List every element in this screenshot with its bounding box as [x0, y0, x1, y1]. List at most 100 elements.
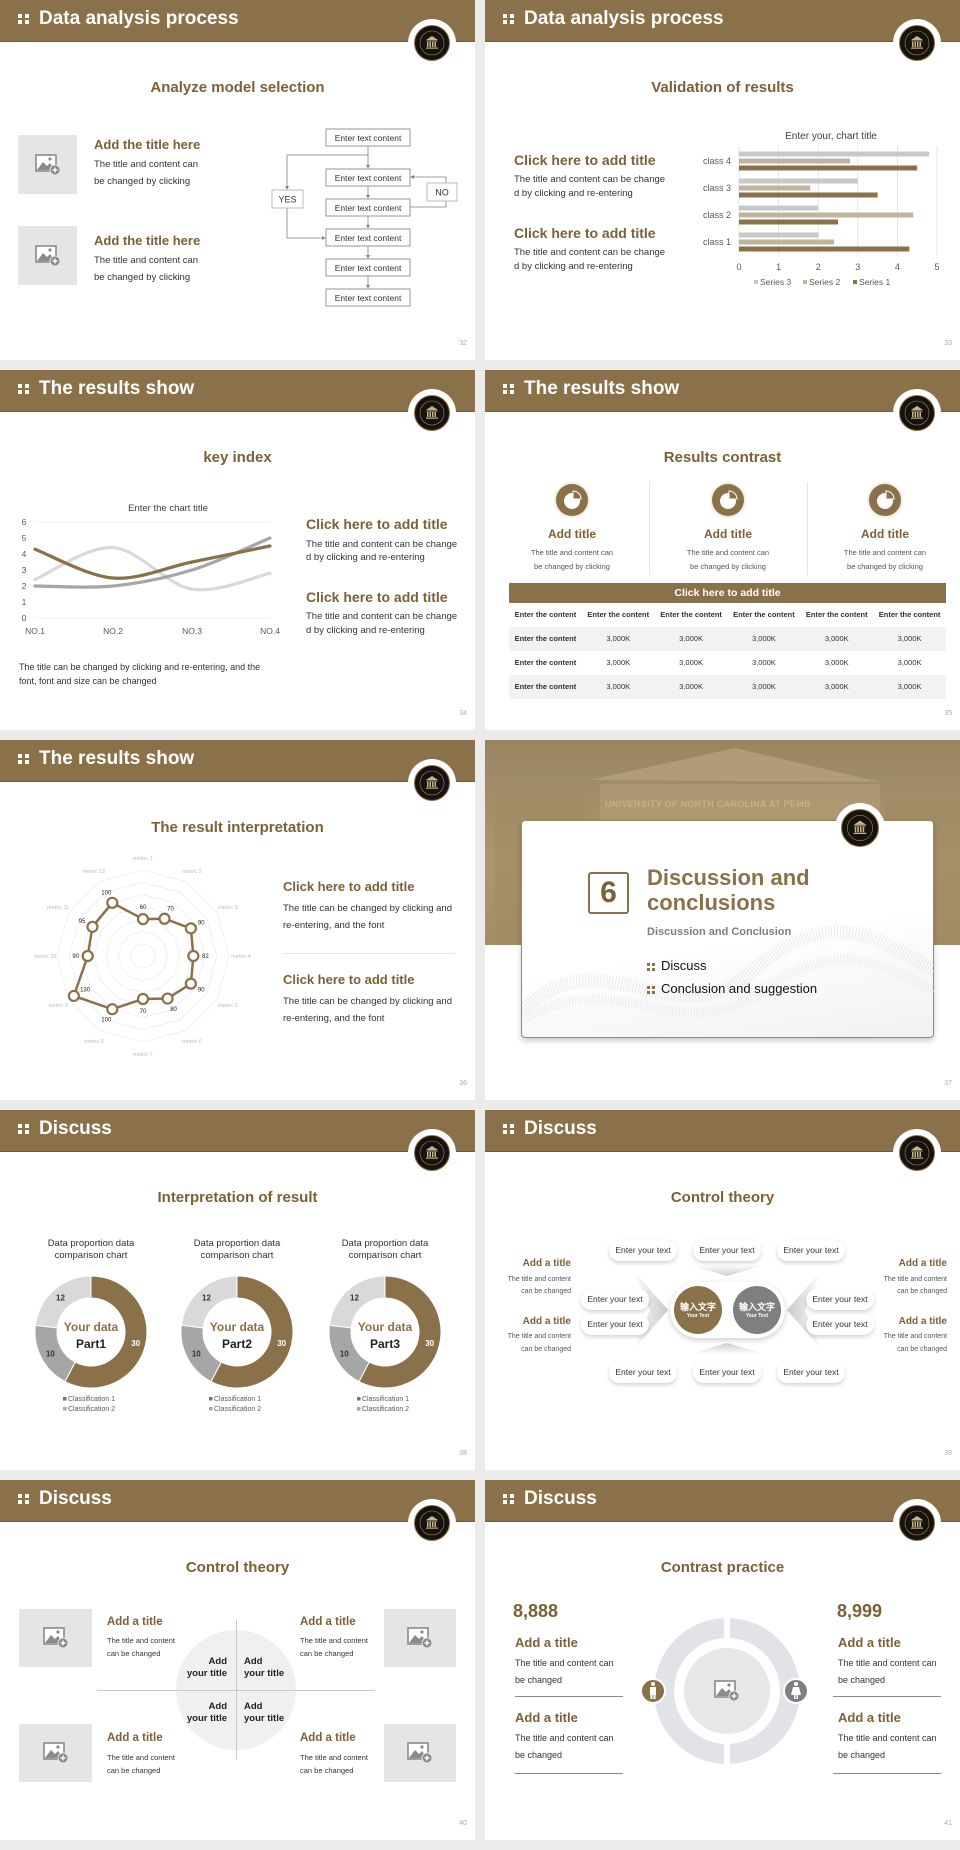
text-pill[interactable]: Enter your text [609, 1240, 677, 1261]
table-cell[interactable]: 3,000K [752, 634, 776, 643]
text-pill[interactable]: Enter your text [806, 1314, 874, 1335]
donut-slice [34, 1275, 92, 1329]
chart-title: Enter your, chart title [785, 131, 877, 142]
image-add-icon[interactable] [714, 1680, 740, 1707]
slide-32[interactable]: Data analysis process Analyze model selec… [0, 0, 475, 360]
image-placeholder[interactable] [19, 1724, 92, 1782]
dots-icon [503, 1124, 507, 1128]
radar-point [184, 977, 197, 990]
item-title: Click here to add title [514, 152, 656, 168]
seal-emblem [414, 1505, 450, 1541]
x-tick-label: NO.2 [103, 626, 123, 636]
table-cell[interactable]: Enter the content [514, 634, 577, 643]
table-row [509, 675, 946, 699]
quadrant-title[interactable]: Add your title [244, 1656, 284, 1680]
table-cell[interactable]: 3,000K [679, 682, 703, 691]
slice-value-label: 12 [350, 1294, 359, 1303]
table-cell[interactable]: Enter the content [514, 658, 577, 667]
section-title: Validation of results [651, 79, 794, 96]
text-pill[interactable]: Enter your text [693, 1362, 761, 1383]
value-label: 60 [140, 905, 147, 911]
table-cell[interactable]: Enter the content [587, 610, 650, 619]
center-label-bottom: Part1 [76, 1337, 106, 1351]
slide-39[interactable]: Discuss Control theory 39 输入文字 Your Text 输… [485, 1110, 960, 1470]
slide-33[interactable]: Data analysis process Validation of resul… [485, 0, 960, 360]
table-title-bar[interactable]: Click here to add title [509, 583, 946, 603]
axis-label: metric 9 [48, 1003, 68, 1009]
quadrant-title[interactable]: Add your title [244, 1701, 284, 1725]
text-pill[interactable]: Enter your text [777, 1362, 845, 1383]
side-text: can be changed [897, 1346, 947, 1353]
table-cell[interactable]: Enter the content [733, 610, 795, 619]
image-placeholder[interactable] [18, 226, 77, 285]
hub-en-text: Your Text [686, 1313, 710, 1319]
bullet-conclusion[interactable]: Conclusion and suggestion [647, 981, 817, 996]
hub-gray[interactable]: 输入文字 Your Text [733, 1286, 781, 1334]
center-label-bottom: Part2 [222, 1337, 252, 1351]
table-cell[interactable]: 3,000K [606, 658, 631, 667]
item-text: can be changed [107, 1649, 161, 1658]
text-pill[interactable]: Enter your text [581, 1289, 649, 1310]
table-cell[interactable]: 3,000K [752, 658, 776, 667]
slide-36[interactable]: The results show The result interpretatio… [0, 740, 475, 1100]
card-title: Add title [548, 527, 596, 541]
text-pill[interactable]: Enter your text [693, 1240, 761, 1261]
image-placeholder[interactable] [384, 1609, 456, 1667]
item-text: The title can be changed by clicking and [283, 903, 452, 914]
image-add-svg [42, 1742, 68, 1764]
text-pill[interactable]: Enter your text [581, 1314, 649, 1335]
text-pill[interactable]: Enter your text [609, 1362, 677, 1383]
divider [515, 1696, 623, 1697]
item-title: Add the title here [94, 137, 201, 152]
slide-37[interactable]: UNIVERSITY OF NORTH CAROLINA AT PEMB 6 D… [485, 740, 960, 1100]
pie-chart-icon [869, 484, 901, 516]
table-cell[interactable]: Enter the content [514, 610, 577, 619]
flow-connector [286, 208, 326, 240]
item-text: The title and content [107, 1753, 175, 1762]
note-text: font, font and size can be changed [19, 676, 157, 686]
text-pill[interactable]: Enter your text [777, 1240, 845, 1261]
flow-box-label: Enter text content [335, 293, 402, 303]
legend-swatch [357, 1407, 361, 1411]
image-placeholder[interactable] [18, 135, 77, 194]
university-seal-logo [893, 1129, 941, 1177]
slide-35[interactable]: The results show Results contrast 35 Add t… [485, 370, 960, 730]
table-cell[interactable]: 3,000K [824, 682, 849, 691]
table-cell[interactable]: 3,000K [897, 658, 922, 667]
slide-38[interactable]: Discuss Interpretation of result 38 30 10 12… [0, 1110, 475, 1470]
university-seal-logo [893, 389, 941, 437]
table-cell[interactable]: Enter the content [660, 610, 722, 619]
flow-connector [410, 201, 447, 208]
table-cell[interactable]: 3,000K [824, 634, 849, 643]
axis-label: metric 5 [218, 1003, 238, 1009]
table-cell[interactable]: 3,000K [606, 682, 631, 691]
table-cell[interactable]: 3,000K [897, 682, 922, 691]
item-text: The title and content can be change [514, 174, 666, 185]
table-cell[interactable]: Enter the content [878, 610, 941, 619]
dots-icon [503, 1494, 507, 1498]
card-text: The title and content can [843, 548, 927, 557]
radar-point [136, 913, 150, 926]
table-cell[interactable]: 3,000K [606, 634, 631, 643]
table-cell[interactable]: 3,000K [824, 658, 849, 667]
table-cell[interactable]: 3,000K [897, 634, 922, 643]
table-cell[interactable]: Enter the content [514, 682, 577, 691]
legend-swatch [853, 280, 857, 284]
chart-title: Enter the chart title [128, 503, 208, 514]
slide-34[interactable]: The results show key index 34 Enter the ch… [0, 370, 475, 730]
image-placeholder[interactable] [19, 1609, 92, 1667]
slide-40[interactable]: Discuss Control theory 40 Add a title The … [0, 1480, 475, 1840]
quadrant-title[interactable]: Add your title [187, 1656, 227, 1680]
table-cell[interactable]: 3,000K [752, 682, 776, 691]
table-cell[interactable]: 3,000K [679, 658, 703, 667]
slide-41[interactable]: Discuss Contrast practice 41 8,888 Add a t… [485, 1480, 960, 1840]
image-placeholder[interactable] [384, 1724, 456, 1782]
seal-emblem [414, 1135, 450, 1171]
table-cell[interactable]: 3,000K [679, 634, 703, 643]
quadrant-title[interactable]: Add your title [187, 1701, 227, 1725]
seal-emblem [414, 25, 450, 61]
table-cell[interactable]: Enter the content [805, 610, 868, 619]
text-pill[interactable]: Enter your text [806, 1289, 874, 1310]
bullet-discuss[interactable]: Discuss [647, 958, 707, 973]
hub-brown[interactable]: 输入文字 Your Text [674, 1286, 722, 1334]
